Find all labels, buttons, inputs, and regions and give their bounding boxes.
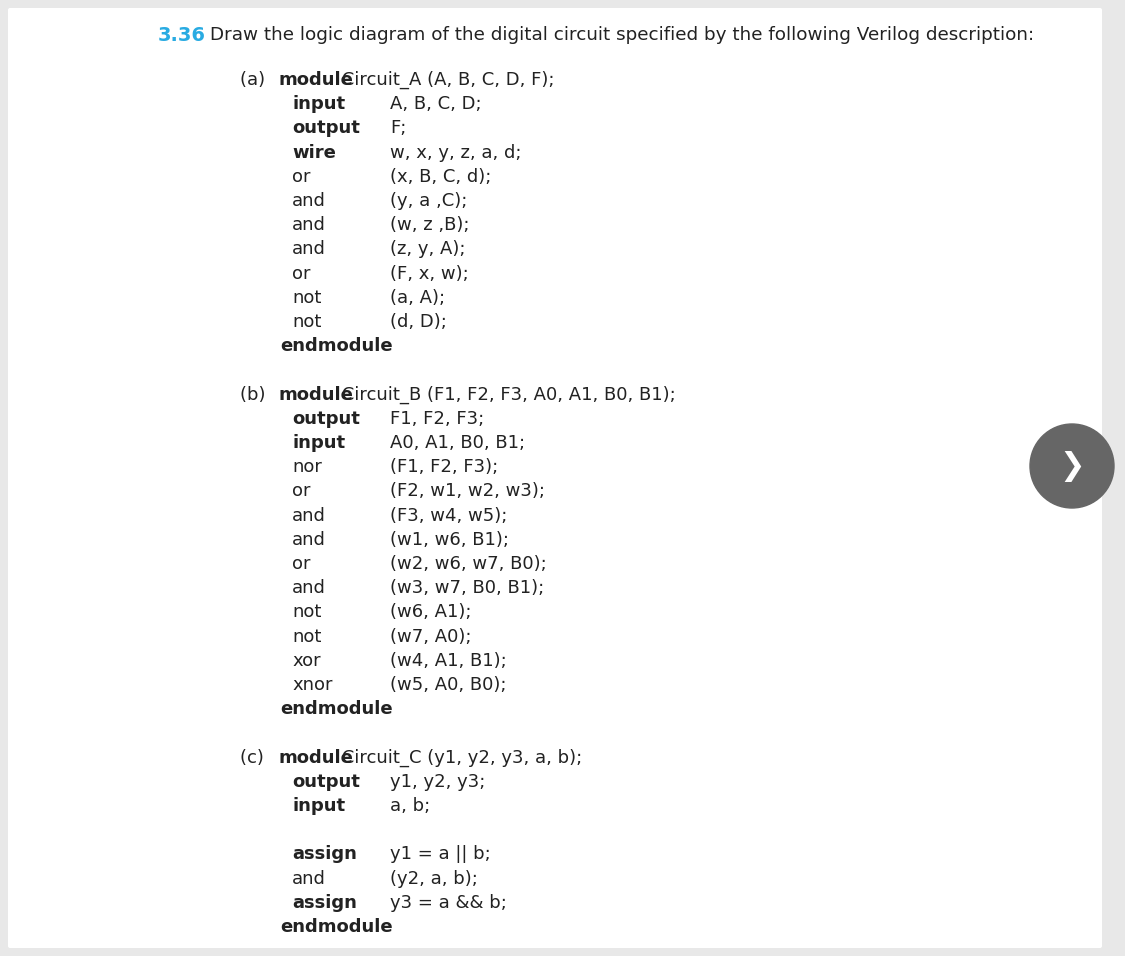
Text: (x, B, C, d);: (x, B, C, d);	[390, 168, 492, 185]
Text: input: input	[292, 434, 345, 452]
Text: or: or	[292, 555, 310, 573]
Circle shape	[1030, 424, 1114, 508]
Text: output: output	[292, 120, 360, 138]
Text: w, x, y, z, a, d;: w, x, y, z, a, d;	[390, 143, 522, 162]
Text: not: not	[292, 313, 322, 331]
Text: module: module	[278, 71, 353, 89]
Text: (w3, w7, B0, B1);: (w3, w7, B0, B1);	[390, 579, 544, 598]
Text: assign: assign	[292, 894, 357, 912]
Text: output: output	[292, 772, 360, 791]
Text: and: and	[292, 240, 326, 258]
Text: (b): (b)	[240, 385, 271, 403]
Text: Circuit_B (F1, F2, F3, A0, A1, B0, B1);: Circuit_B (F1, F2, F3, A0, A1, B0, B1);	[336, 385, 676, 403]
Text: Draw the logic diagram of the digital circuit specified by the following Verilog: Draw the logic diagram of the digital ci…	[210, 26, 1034, 44]
Text: (w, z ,B);: (w, z ,B);	[390, 216, 469, 234]
Text: a, b;: a, b;	[390, 797, 430, 815]
Text: or: or	[292, 483, 310, 500]
Text: (w7, A0);: (w7, A0);	[390, 627, 471, 645]
Text: not: not	[292, 603, 322, 621]
Text: Circuit_C (y1, y2, y3, a, b);: Circuit_C (y1, y2, y3, a, b);	[336, 749, 583, 767]
Text: wire: wire	[292, 143, 336, 162]
Text: and: and	[292, 507, 326, 525]
Text: Circuit_A (A, B, C, D, F);: Circuit_A (A, B, C, D, F);	[336, 71, 555, 89]
Text: F1, F2, F3;: F1, F2, F3;	[390, 410, 484, 427]
Text: module: module	[278, 385, 353, 403]
Text: (F1, F2, F3);: (F1, F2, F3);	[390, 458, 498, 476]
Text: endmodule: endmodule	[280, 918, 393, 936]
Text: input: input	[292, 797, 345, 815]
Text: ❯: ❯	[1060, 450, 1084, 482]
Text: (y, a ,C);: (y, a ,C);	[390, 192, 467, 210]
Text: A0, A1, B0, B1;: A0, A1, B0, B1;	[390, 434, 525, 452]
Text: (a): (a)	[240, 71, 271, 89]
Text: or: or	[292, 265, 310, 283]
Text: (F3, w4, w5);: (F3, w4, w5);	[390, 507, 507, 525]
Text: endmodule: endmodule	[280, 700, 393, 718]
Text: 3.36: 3.36	[158, 26, 206, 45]
Text: not: not	[292, 289, 322, 307]
Text: (c): (c)	[240, 749, 270, 767]
Text: input: input	[292, 96, 345, 113]
Text: y3 = a && b;: y3 = a && b;	[390, 894, 507, 912]
Text: and: and	[292, 870, 326, 887]
Text: assign: assign	[292, 845, 357, 863]
Text: (w2, w6, w7, B0);: (w2, w6, w7, B0);	[390, 555, 547, 573]
Text: module: module	[278, 749, 353, 767]
Text: F;: F;	[390, 120, 406, 138]
Text: xnor: xnor	[292, 676, 333, 694]
Text: (w6, A1);: (w6, A1);	[390, 603, 471, 621]
FancyBboxPatch shape	[8, 8, 1102, 948]
Text: xor: xor	[292, 652, 321, 670]
Text: and: and	[292, 579, 326, 598]
Text: (F2, w1, w2, w3);: (F2, w1, w2, w3);	[390, 483, 544, 500]
Text: (w1, w6, B1);: (w1, w6, B1);	[390, 531, 509, 549]
Text: (w5, A0, B0);: (w5, A0, B0);	[390, 676, 506, 694]
Text: nor: nor	[292, 458, 322, 476]
Text: and: and	[292, 192, 326, 210]
Text: y1 = a || b;: y1 = a || b;	[390, 845, 490, 863]
Text: (w4, A1, B1);: (w4, A1, B1);	[390, 652, 506, 670]
Text: (a, A);: (a, A);	[390, 289, 446, 307]
Text: (y2, a, b);: (y2, a, b);	[390, 870, 478, 887]
Text: output: output	[292, 410, 360, 427]
Text: y1, y2, y3;: y1, y2, y3;	[390, 772, 485, 791]
Text: or: or	[292, 168, 310, 185]
Text: (d, D);: (d, D);	[390, 313, 447, 331]
Text: and: and	[292, 216, 326, 234]
Text: A, B, C, D;: A, B, C, D;	[390, 96, 482, 113]
Text: and: and	[292, 531, 326, 549]
Text: endmodule: endmodule	[280, 337, 393, 356]
Text: not: not	[292, 627, 322, 645]
Text: (z, y, A);: (z, y, A);	[390, 240, 466, 258]
Text: (F, x, w);: (F, x, w);	[390, 265, 469, 283]
